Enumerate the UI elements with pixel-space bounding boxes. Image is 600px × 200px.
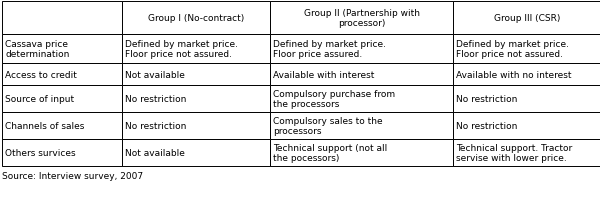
Bar bbox=[270, 64, 453, 86]
Bar bbox=[453, 64, 600, 86]
Bar bbox=[270, 35, 453, 64]
Text: Not available: Not available bbox=[125, 148, 185, 157]
Text: Access to credit: Access to credit bbox=[5, 70, 77, 79]
Bar bbox=[453, 86, 600, 112]
Bar bbox=[2, 139, 122, 166]
Bar bbox=[122, 139, 270, 166]
Bar bbox=[2, 35, 122, 64]
Text: No restriction: No restriction bbox=[125, 95, 187, 103]
Text: Source of input: Source of input bbox=[5, 95, 74, 103]
Text: Compulsory purchase from
the processors: Compulsory purchase from the processors bbox=[273, 89, 395, 109]
Bar bbox=[453, 2, 600, 35]
Text: Available with interest: Available with interest bbox=[273, 70, 374, 79]
Text: Defined by market price.
Floor price not assured.: Defined by market price. Floor price not… bbox=[125, 40, 238, 59]
Text: Not available: Not available bbox=[125, 70, 185, 79]
Text: Cassava price
determination: Cassava price determination bbox=[5, 40, 70, 59]
Text: Source: Interview survey, 2007: Source: Interview survey, 2007 bbox=[2, 171, 143, 180]
Text: Group III (CSR): Group III (CSR) bbox=[494, 14, 560, 23]
Text: Group II (Partnership with
processor): Group II (Partnership with processor) bbox=[304, 9, 419, 28]
Bar bbox=[453, 139, 600, 166]
Bar bbox=[2, 86, 122, 112]
Text: Technical support (not all
the pocessors): Technical support (not all the pocessors… bbox=[273, 143, 387, 162]
Text: Others survices: Others survices bbox=[5, 148, 76, 157]
Bar bbox=[2, 112, 122, 139]
Bar bbox=[270, 112, 453, 139]
Bar bbox=[270, 86, 453, 112]
Bar bbox=[122, 64, 270, 86]
Bar bbox=[122, 2, 270, 35]
Text: No restriction: No restriction bbox=[125, 121, 187, 130]
Bar bbox=[122, 86, 270, 112]
Bar bbox=[2, 2, 122, 35]
Text: Defined by market price.
Floor price not assured.: Defined by market price. Floor price not… bbox=[456, 40, 569, 59]
Text: Compulsory sales to the
processors: Compulsory sales to the processors bbox=[273, 116, 383, 136]
Bar bbox=[2, 64, 122, 86]
Text: No restriction: No restriction bbox=[456, 121, 517, 130]
Text: No restriction: No restriction bbox=[456, 95, 517, 103]
Bar bbox=[453, 35, 600, 64]
Text: Group I (No-contract): Group I (No-contract) bbox=[148, 14, 244, 23]
Bar bbox=[122, 35, 270, 64]
Text: Technical support. Tractor
servise with lower price.: Technical support. Tractor servise with … bbox=[456, 143, 572, 162]
Bar bbox=[122, 112, 270, 139]
Text: Defined by market price.
Floor price assured.: Defined by market price. Floor price ass… bbox=[273, 40, 386, 59]
Bar bbox=[270, 2, 453, 35]
Text: Available with no interest: Available with no interest bbox=[456, 70, 571, 79]
Bar bbox=[453, 112, 600, 139]
Bar bbox=[270, 139, 453, 166]
Text: Channels of sales: Channels of sales bbox=[5, 121, 85, 130]
